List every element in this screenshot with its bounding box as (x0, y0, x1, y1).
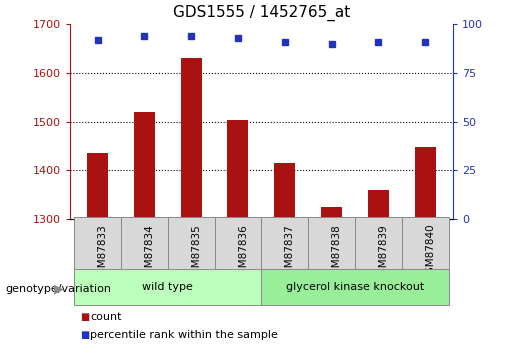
Text: GSM87840: GSM87840 (425, 224, 435, 280)
Text: GSM87835: GSM87835 (191, 224, 201, 280)
Text: glycerol kinase knockout: glycerol kinase knockout (286, 282, 424, 292)
Text: percentile rank within the sample: percentile rank within the sample (90, 330, 278, 339)
Bar (87, 153, 108, 219)
Bar (74, 217, 121, 271)
Bar (228, 120, 249, 219)
Bar (74, 269, 261, 305)
Bar (321, 207, 342, 219)
Bar (415, 147, 436, 219)
Bar (121, 217, 168, 271)
Bar (355, 217, 402, 271)
Text: GSM87837: GSM87837 (285, 224, 295, 280)
Bar (168, 217, 215, 271)
Text: GSM87833: GSM87833 (98, 224, 108, 280)
Bar (402, 217, 449, 271)
Title: GDS1555 / 1452765_at: GDS1555 / 1452765_at (173, 5, 350, 21)
Text: ■: ■ (80, 312, 89, 322)
Bar (181, 58, 202, 219)
Bar (368, 190, 389, 219)
Bar (274, 163, 295, 219)
Text: ■: ■ (80, 330, 89, 339)
Text: GSM87836: GSM87836 (238, 224, 248, 280)
Text: genotype/variation: genotype/variation (5, 284, 111, 294)
Text: GSM87839: GSM87839 (379, 224, 388, 280)
Bar (308, 217, 355, 271)
Bar (215, 217, 261, 271)
Text: wild type: wild type (142, 282, 193, 292)
Text: GSM87838: GSM87838 (332, 224, 341, 280)
Text: ▶: ▶ (54, 282, 63, 295)
Text: GSM87834: GSM87834 (144, 224, 154, 280)
Bar (261, 269, 449, 305)
Bar (261, 217, 308, 271)
Text: count: count (90, 312, 122, 322)
Bar (134, 112, 155, 219)
